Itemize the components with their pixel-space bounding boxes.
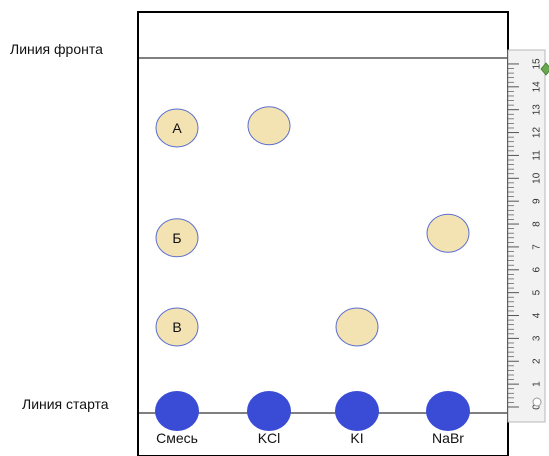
start-line-label: Линия старта <box>22 396 109 412</box>
spot-Б: Б <box>155 218 199 258</box>
ruler-tick-label: 8 <box>532 221 543 227</box>
start-spot <box>155 391 199 431</box>
spot-lane-1 <box>247 106 291 146</box>
lane-label-3: NaBr <box>432 430 464 446</box>
ruler-tick-label: 1 <box>532 381 543 387</box>
lane-label-2: KI <box>350 430 363 446</box>
start-spots-layer <box>155 391 470 431</box>
ruler-tick-label: 11 <box>532 150 543 161</box>
spots-layer: А Б В <box>155 106 470 347</box>
start-spot <box>247 391 291 431</box>
slider-handle-icon[interactable] <box>540 62 549 76</box>
ruler-tick-label: 15 <box>532 58 543 70</box>
lane-labels-layer: Смесь KCl KI NaBr <box>156 430 464 446</box>
start-spot <box>426 391 470 431</box>
ruler-tick-label: 0 <box>532 404 543 410</box>
spot-В: В <box>155 307 199 347</box>
ruler-tick-label: 5 <box>532 289 543 295</box>
ruler-tick-label: 10 <box>532 172 543 184</box>
lane-label-0: Смесь <box>156 430 198 446</box>
spot-lane-3 <box>426 213 470 253</box>
ruler-slider-handle[interactable] <box>540 62 549 76</box>
ruler-tick-label: 13 <box>532 104 543 116</box>
spot-label: А <box>172 120 182 136</box>
ruler-tick-label: 12 <box>532 127 543 139</box>
ruler-zero-marker <box>532 397 542 407</box>
ruler-tick-label: 7 <box>532 244 543 250</box>
ruler-tick-label: 6 <box>532 267 543 273</box>
ruler-tick-label: 4 <box>532 312 543 318</box>
ruler-tick-label: 9 <box>532 198 543 204</box>
ruler-tick-label: 2 <box>532 358 543 364</box>
ruler-ticks <box>508 63 519 408</box>
ruler-body <box>507 49 546 423</box>
ruler-tick-label: 14 <box>532 81 543 93</box>
front-line-label: Линия фронта <box>10 41 103 57</box>
lane-label-1: KCl <box>258 430 281 446</box>
spot-label: Б <box>172 230 181 246</box>
start-spot <box>335 391 379 431</box>
ruler-tick-label: 3 <box>532 335 543 341</box>
spot-lane-2 <box>335 307 379 347</box>
spot-label: В <box>172 319 181 335</box>
spot-А: А <box>155 108 199 148</box>
